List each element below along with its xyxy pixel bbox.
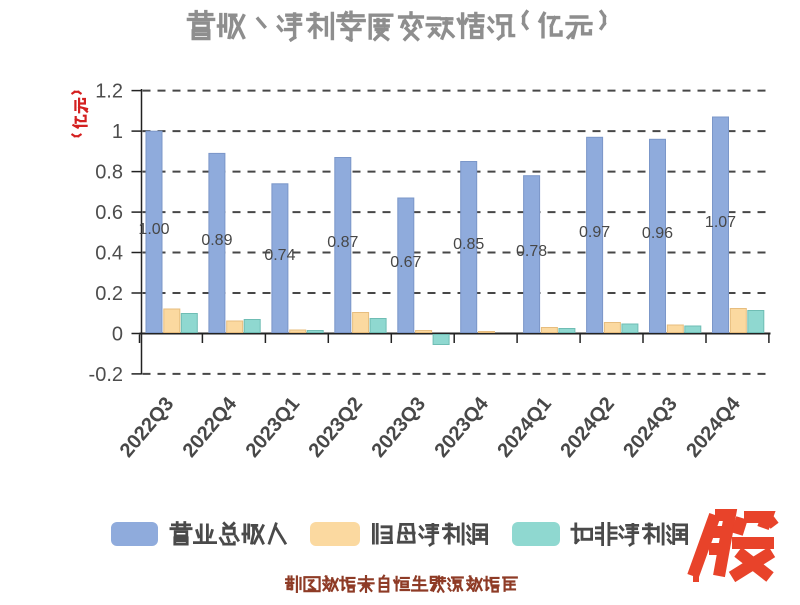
svg-text:0.97: 0.97 [579, 224, 610, 241]
svg-text:1.00: 1.00 [138, 221, 169, 238]
svg-text:0.89: 0.89 [201, 232, 232, 249]
svg-text:1.2: 1.2 [95, 81, 123, 103]
svg-text:0.2: 0.2 [95, 283, 123, 305]
svg-text:0.6: 0.6 [95, 202, 123, 224]
svg-text:0.4: 0.4 [95, 243, 123, 265]
svg-text:0.87: 0.87 [327, 234, 358, 251]
svg-text:0.74: 0.74 [264, 247, 295, 264]
svg-text:1.07: 1.07 [705, 214, 736, 231]
svg-text:0.96: 0.96 [642, 225, 673, 242]
svg-text:0.78: 0.78 [516, 243, 547, 260]
svg-text:-0.2: -0.2 [89, 364, 123, 386]
svg-text:0.8: 0.8 [95, 162, 123, 184]
svg-text:0: 0 [112, 324, 123, 346]
svg-text:1: 1 [112, 121, 123, 143]
svg-text:0.85: 0.85 [453, 236, 484, 253]
svg-text:0.67: 0.67 [390, 254, 421, 271]
